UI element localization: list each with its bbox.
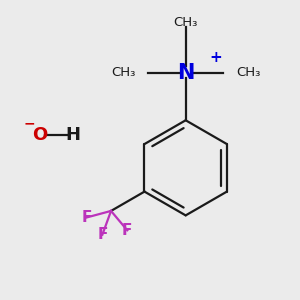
Text: CH₃: CH₃: [111, 66, 135, 79]
Text: +: +: [209, 50, 222, 65]
Text: CH₃: CH₃: [236, 66, 261, 79]
Text: −: −: [24, 116, 35, 130]
Text: F: F: [81, 210, 92, 225]
Text: CH₃: CH₃: [173, 16, 198, 29]
Text: F: F: [97, 227, 108, 242]
Text: H: H: [65, 126, 80, 144]
Text: N: N: [177, 63, 194, 83]
Text: O: O: [32, 126, 48, 144]
Text: F: F: [122, 223, 132, 238]
